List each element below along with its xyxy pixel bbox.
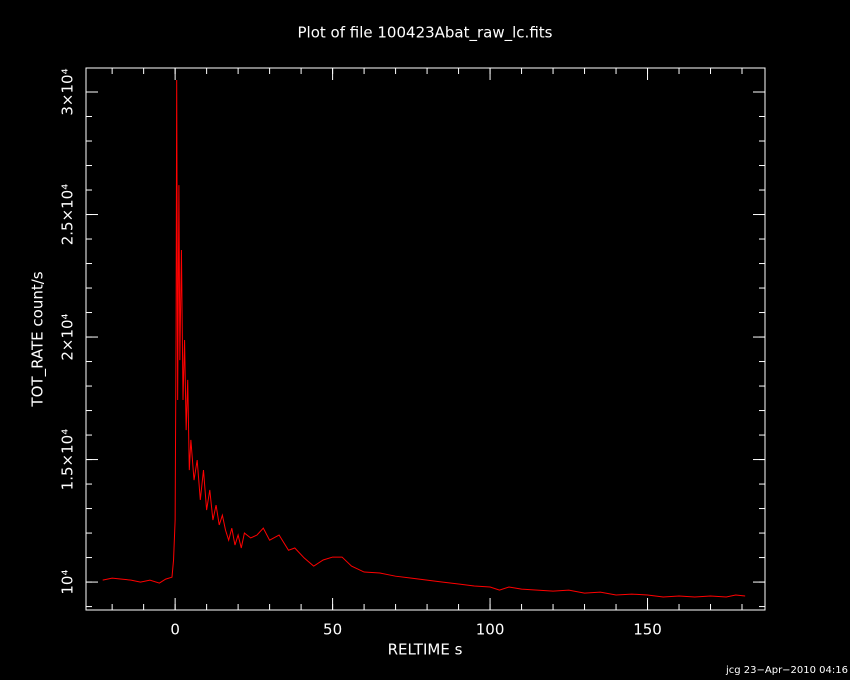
y-axis-label: TOT_RATE count/s [29,271,48,407]
y-tick-label: 2×10⁴ [59,313,77,360]
data-line [102,80,746,598]
chart-title: Plot of file 100423Abat_raw_lc.fits [298,24,553,43]
footer: jcg 23−Apr−2010 04:16 [725,665,848,676]
y-tick-label: 3×10⁴ [59,68,77,115]
y-tick-label: 10⁴ [59,570,77,595]
x-axis-label: RELTIME s [388,641,463,659]
y-tick-label: 2.5×10⁴ [59,184,77,246]
y-tick-label: 1.5×10⁴ [59,429,77,491]
x-tick-label: 150 [633,621,662,639]
x-tick-label: 50 [323,621,342,639]
x-tick-label: 0 [170,621,180,639]
plot-frame [85,67,766,611]
x-tick-label: 100 [476,621,505,639]
